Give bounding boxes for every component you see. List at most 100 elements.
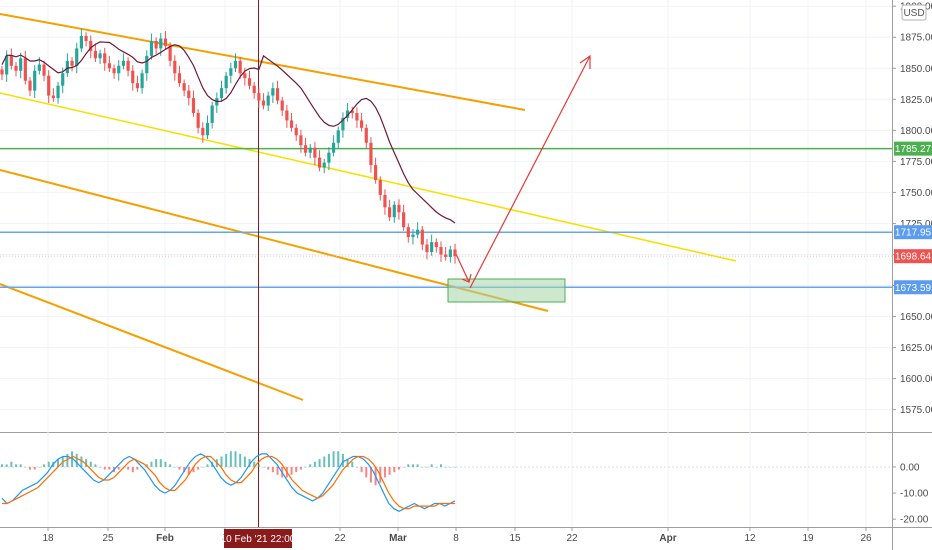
candle-body <box>191 98 196 113</box>
time-tick-label: 15 <box>509 533 521 544</box>
macd-histogram-bar <box>117 466 120 470</box>
candle-body <box>275 88 280 101</box>
macd-histogram-bar <box>173 466 176 468</box>
candle-body <box>364 127 368 143</box>
macd-histogram-bar <box>108 466 111 470</box>
price-tick-label: 1800.00 <box>900 126 932 137</box>
time-tick-label: 22 <box>334 533 346 544</box>
crosshair-date-badge <box>224 529 292 548</box>
price-tick-label: 1825.00 <box>900 95 932 106</box>
price-tick-label: 1875.00 <box>900 33 932 44</box>
macd-tick-label: -10.00 <box>900 489 929 500</box>
macd-histogram-bar <box>271 466 274 473</box>
macd-histogram-bar <box>15 464 18 467</box>
macd-histogram-bar <box>243 456 246 467</box>
candle-body <box>378 180 382 195</box>
macd-histogram-bar <box>10 461 13 467</box>
candle-body <box>392 204 396 218</box>
candle-body <box>434 242 438 248</box>
macd-histogram-bar <box>393 466 396 473</box>
macd-line <box>1 453 456 512</box>
macd-histogram-bar <box>19 464 22 467</box>
macd-panel <box>0 451 892 512</box>
candle-body <box>210 105 214 123</box>
candle-body <box>252 85 256 94</box>
macd-histogram-bar <box>206 464 209 467</box>
macd-histogram-bar <box>225 453 228 467</box>
candle-body <box>411 234 415 238</box>
macd-histogram-bar <box>346 459 349 467</box>
macd-histogram-bar <box>444 466 447 468</box>
candle-body <box>196 112 200 128</box>
candle-body <box>205 122 210 136</box>
price-tick-label: 1650.00 <box>900 312 932 323</box>
candle-body <box>117 65 121 74</box>
candle-body <box>168 45 172 61</box>
macd-histogram-bar <box>5 464 8 467</box>
macd-histogram-bar <box>435 466 438 468</box>
candle-body <box>336 130 340 143</box>
candle-body <box>61 73 65 86</box>
candle-body <box>75 48 79 66</box>
macd-histogram-bar <box>103 466 106 470</box>
candle-body <box>233 60 238 69</box>
candle-body <box>271 88 275 96</box>
macd-histogram-bar <box>299 466 302 470</box>
candle-body <box>0 69 4 75</box>
candle-body <box>89 40 93 51</box>
time-tick-label: Feb <box>156 533 174 544</box>
macd-histogram-bar <box>136 466 139 470</box>
candle-body <box>448 249 452 257</box>
macd-histogram-bar <box>47 461 50 467</box>
currency-badge <box>901 4 927 21</box>
macd-histogram-bar <box>430 464 433 467</box>
candle-body <box>402 212 406 228</box>
macd-histogram-bar <box>290 466 293 475</box>
macd-histogram-bar <box>234 451 237 467</box>
macd-histogram-bar <box>332 451 335 467</box>
projection-up-arrowhead <box>579 54 591 69</box>
candle-body <box>33 70 37 91</box>
candle-body <box>65 60 69 74</box>
candle-body <box>47 75 51 96</box>
projection-up-arrow <box>469 55 591 289</box>
candle-body <box>93 50 98 59</box>
macd-histogram-bar <box>229 451 232 467</box>
candle-body <box>453 249 457 257</box>
candle-body <box>145 55 149 74</box>
macd-histogram-bar <box>323 456 326 467</box>
macd-histogram-bar <box>276 466 279 475</box>
macd-histogram-bar <box>145 464 148 467</box>
candle-body <box>294 127 298 136</box>
macd-histogram-bar <box>421 466 424 468</box>
candle-body <box>383 194 387 208</box>
macd-histogram-bar <box>369 466 372 483</box>
currency-label: USD <box>903 8 924 19</box>
candle-body <box>224 75 228 89</box>
candlestick-series <box>0 28 457 264</box>
candle-body <box>280 100 284 111</box>
macd-histogram-bar <box>454 466 456 468</box>
candle-body <box>247 78 252 86</box>
candle-body <box>350 110 354 113</box>
macd-tick-label: 0.00 <box>900 462 920 473</box>
macd-histogram-bar <box>439 464 442 467</box>
chart-drawings <box>0 0 892 527</box>
macd-histogram-bar <box>341 453 344 467</box>
macd-histogram-bar <box>178 466 181 470</box>
macd-histogram-bar <box>304 466 307 468</box>
candle-body <box>149 40 154 56</box>
candle-body <box>257 93 261 101</box>
candle-body <box>374 165 378 180</box>
macd-histogram-bar <box>94 464 97 467</box>
price-tag <box>894 141 932 156</box>
macd-histogram-bar <box>24 466 27 468</box>
candle-body <box>355 112 359 121</box>
macd-histogram-bar <box>127 466 130 470</box>
macd-histogram-bar <box>449 466 452 468</box>
macd-histogram-bar <box>131 466 134 473</box>
price-tag-label: 1673.59 <box>895 283 932 294</box>
macd-histogram-bar <box>187 466 190 475</box>
candle-body <box>159 38 163 49</box>
